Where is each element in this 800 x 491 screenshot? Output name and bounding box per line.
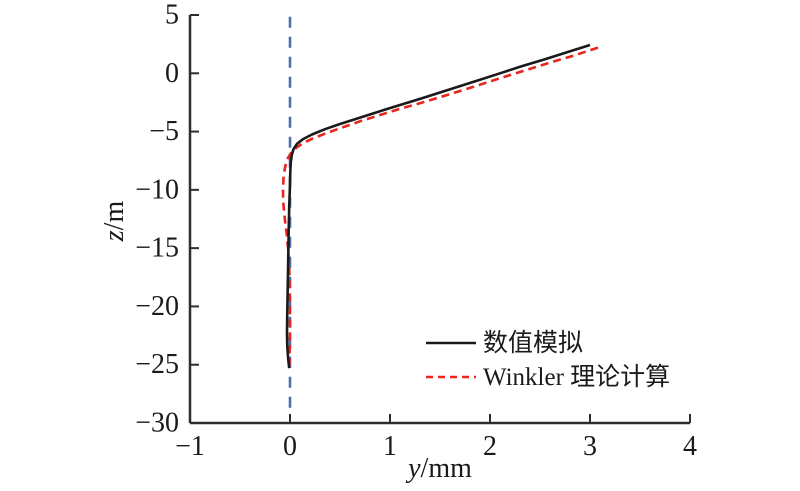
x-axis-unit: /mm xyxy=(420,453,472,484)
legend-solid-line-icon xyxy=(426,341,476,345)
y-axis-unit: /m xyxy=(99,200,130,231)
x-tick-label: 2 xyxy=(483,431,497,462)
legend-item-winkler: Winkler 理论计算 xyxy=(425,360,670,394)
y-tick-label: −20 xyxy=(135,291,179,322)
y-axis-variable: z xyxy=(99,230,130,242)
x-tick-label: 1 xyxy=(383,431,397,462)
y-tick-label: −15 xyxy=(135,233,179,264)
legend-label-winkler: Winkler 理论计算 xyxy=(483,363,671,391)
x-axis-label: y/mm xyxy=(340,453,540,485)
legend: 数值模拟 Winkler 理论计算 xyxy=(425,326,670,394)
series-line-1 xyxy=(281,46,599,369)
series-line-0 xyxy=(285,43,591,369)
legend-item-numerical-simulation: 数值模拟 xyxy=(425,326,670,360)
y-tick-label: −5 xyxy=(149,116,179,147)
y-tick-label: −10 xyxy=(135,174,179,205)
x-tick-label: 0 xyxy=(283,431,297,462)
x-tick-label: 3 xyxy=(583,431,597,462)
x-tick-label: −1 xyxy=(175,431,205,462)
y-axis-label: z/m xyxy=(99,161,131,281)
x-axis-variable: y xyxy=(408,453,421,484)
legend-label-numerical-simulation: 数值模拟 xyxy=(483,329,584,357)
y-tick-label: 5 xyxy=(165,0,179,31)
y-tick-label: −30 xyxy=(135,408,179,439)
y-tick-label: −25 xyxy=(135,349,179,380)
y-tick-label: 0 xyxy=(165,58,179,89)
x-tick-label: 4 xyxy=(683,431,697,462)
legend-dashed-line-icon xyxy=(426,375,476,379)
